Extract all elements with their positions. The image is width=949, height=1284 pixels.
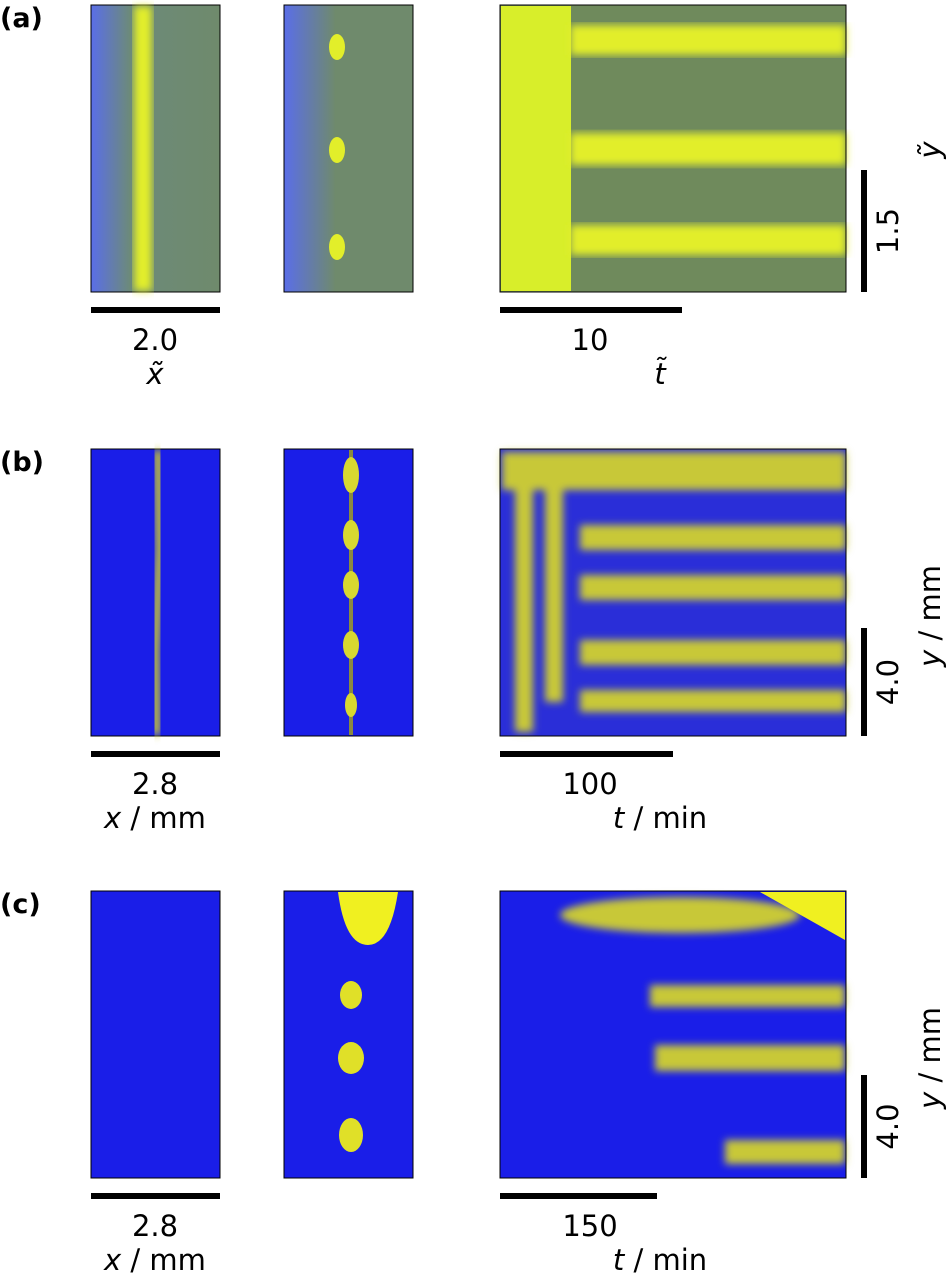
axis-unit: / min [624, 801, 707, 835]
axis-label: x / mm [103, 1243, 206, 1277]
scale-label: 4.0 [871, 1103, 905, 1149]
image-a3 [499, 4, 847, 293]
axis-label: ỹ [913, 141, 947, 160]
image-c3 [499, 890, 847, 1179]
image-b3 [499, 448, 847, 737]
scale-label: 2.8 [132, 767, 178, 801]
panel-label: (b) [0, 447, 44, 478]
axis-variable: t [613, 1243, 626, 1277]
axis-variable: y [913, 1091, 947, 1110]
axis-variable: y [913, 649, 947, 668]
axis-variable: t [613, 801, 626, 835]
axis-label: t̃ [654, 357, 667, 391]
axis-unit: / mm [121, 1243, 206, 1277]
scale-label: 2.8 [132, 1209, 178, 1243]
image-a1 [90, 4, 221, 293]
axis-variable: t̃ [654, 357, 667, 391]
axis-label: t / min [613, 1243, 707, 1277]
scale-label: 150 [562, 1209, 617, 1243]
axis-variable: ỹ [913, 141, 947, 160]
image-c1 [90, 890, 221, 1179]
axis-variable: x [103, 1243, 122, 1277]
image-b2 [283, 448, 414, 737]
scale-label: 1.5 [871, 208, 905, 254]
axis-label: y / mm [913, 565, 947, 668]
scale-label: 10 [572, 323, 609, 357]
axis-label: y / mm [913, 1007, 947, 1110]
scale-label: 2.0 [132, 323, 178, 357]
image-c2 [283, 890, 414, 1179]
axis-unit: / mm [121, 801, 206, 835]
axis-unit: / mm [913, 565, 947, 650]
scale-label: 4.0 [871, 659, 905, 705]
axis-label: x̃ [145, 357, 164, 391]
axis-variable: x̃ [145, 357, 164, 391]
axis-unit: / min [624, 1243, 707, 1277]
image-a2 [283, 4, 414, 293]
panel-label: (a) [0, 3, 43, 34]
scale-label: 100 [562, 767, 617, 801]
image-b1 [90, 448, 221, 737]
axis-label: t / min [613, 801, 707, 835]
axis-variable: x [103, 801, 122, 835]
panel-label: (c) [0, 889, 41, 920]
axis-label: x / mm [103, 801, 206, 835]
axis-unit: / mm [913, 1007, 947, 1092]
